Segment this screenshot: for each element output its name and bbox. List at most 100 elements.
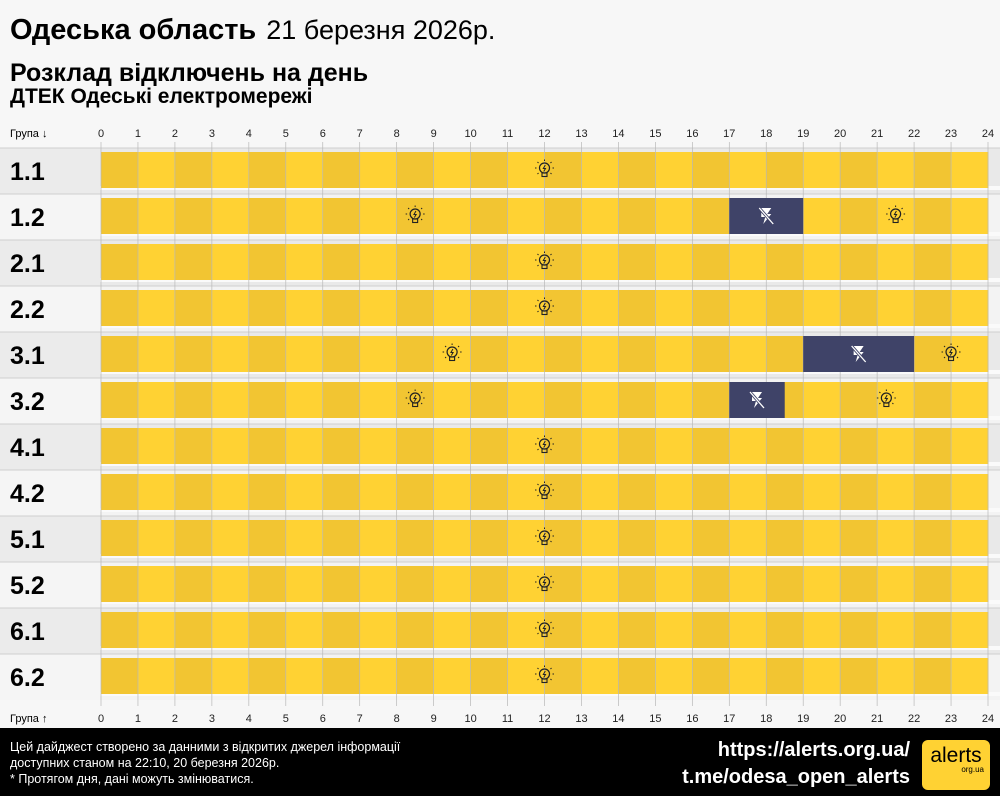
power-on-hour-cell [101, 612, 139, 648]
hour-tick-label: 8 [394, 713, 400, 725]
power-on-hour-cell [877, 566, 915, 602]
power-on-hour-cell [211, 244, 250, 280]
power-on-hour-cell [692, 566, 730, 602]
power-on-hour-cell [692, 520, 730, 556]
power-on-hour-cell [248, 428, 287, 464]
bulb-rays [535, 159, 554, 175]
hour-tick-label: 20 [834, 128, 846, 140]
power-on-hour-cell [101, 290, 139, 326]
lightbulb-icon [941, 343, 961, 362]
hour-tick-label: 22 [908, 713, 920, 725]
power-on-hour-cell [507, 244, 545, 280]
hour-tick-label: 17 [723, 713, 735, 725]
hour-tick-label: 16 [686, 713, 698, 725]
bulb-bolt [542, 440, 547, 448]
hour-tick-label: 10 [464, 713, 476, 725]
power-on-hour-cell [655, 382, 693, 418]
power-on-hour-cell [396, 152, 435, 188]
power-on-hour-cell [581, 566, 619, 602]
power-on-hour-cell [618, 244, 656, 280]
bulb-base [541, 632, 548, 638]
power-on-hour-cell [803, 152, 841, 188]
lightbulb-icon [535, 159, 554, 178]
lightbulb-icon [535, 527, 554, 546]
power-on-hour-cell [248, 198, 287, 234]
bulb-rays [405, 389, 425, 405]
power-on-hour-cell [101, 382, 139, 418]
power-on-hour-cell [692, 474, 730, 510]
power-on-hour-cell [322, 612, 361, 648]
power-on-hour-cell [877, 428, 915, 464]
power-on-hour-cell [655, 566, 693, 602]
power-on-hour-cell [803, 474, 841, 510]
group-label-cell [0, 378, 100, 424]
power-on-hour-cell [359, 428, 398, 464]
group-label-cell [0, 654, 100, 700]
group-label: 2.2 [10, 296, 45, 324]
power-on-hour-cell [544, 198, 582, 234]
telegram-link[interactable]: t.me/odesa_open_alerts [682, 766, 910, 788]
power-on-hour-cell [322, 244, 361, 280]
group-label: 6.2 [10, 664, 45, 692]
power-on-hour-cell [211, 428, 250, 464]
power-on-hour-cell [248, 566, 287, 602]
power-on-hour-cell [101, 520, 139, 556]
lightbulb-icon [886, 205, 906, 224]
hour-tick-label: 4 [246, 713, 252, 725]
power-on-hour-cell [544, 658, 582, 694]
power-on-hour-cell [914, 520, 952, 556]
group-label: 5.2 [10, 572, 45, 600]
power-on-hour-cell [359, 244, 398, 280]
power-on-hour-cell [248, 612, 287, 648]
power-on-hour-cell [581, 382, 619, 418]
power-on-hour-cell [248, 244, 287, 280]
power-on-hour-cell [248, 382, 287, 418]
hour-tick-label: 13 [575, 713, 587, 725]
logo-sub: org.ua [961, 765, 984, 774]
power-on-hour-cell [174, 198, 213, 234]
power-on-hour-cell [396, 566, 435, 602]
power-on-hour-cell [951, 612, 989, 648]
power-on-hour-cell [507, 152, 545, 188]
power-on-hour-cell [322, 198, 361, 234]
hour-tick-label: 2 [172, 713, 178, 725]
power-on-hour-cell [729, 244, 767, 280]
outage-schedule-grid: Група ↓ 0 1 2 3 4 5 6 7 8 9 10 11 12 13 14 15 16 17 18 19 20 2… [0, 128, 1000, 725]
power-on-hour-cell [581, 520, 619, 556]
lightbulb-icon [535, 251, 554, 270]
power-on-hour-cell [359, 474, 398, 510]
power-on-hour-cell [914, 428, 952, 464]
power-on-hour-cell [803, 658, 841, 694]
website-link[interactable]: https://alerts.org.ua/ [717, 739, 910, 761]
power-on-hour-cell [322, 658, 361, 694]
bulb-base [541, 494, 548, 500]
power-on-hour-cell [433, 520, 472, 556]
power-on-hour-cell [914, 336, 952, 372]
power-on-hour-cell [285, 428, 324, 464]
power-on-hour-cell [840, 198, 878, 234]
power-on-hour-cell [766, 290, 804, 326]
power-on-hour-cell [396, 520, 435, 556]
power-on-hour-cell [470, 336, 509, 372]
lightbulb-icon [535, 573, 554, 592]
group-label: 6.1 [10, 618, 45, 646]
hour-tick-label: 24 [982, 713, 994, 725]
power-on-hour-cell [396, 612, 435, 648]
power-on-hour-cell [692, 428, 730, 464]
power-on-hour-cell [618, 566, 656, 602]
power-on-hour-cell [840, 152, 878, 188]
power-on-hour-cell [137, 336, 176, 372]
power-on-hour-cell [322, 382, 361, 418]
power-on-hour-cell [211, 290, 250, 326]
hour-tick-label: 12 [538, 713, 550, 725]
axis-group-label: Група ↑ [10, 713, 47, 725]
power-on-hour-cell [951, 566, 989, 602]
power-on-hour-cell [877, 612, 915, 648]
power-on-hour-cell [433, 152, 472, 188]
region-name: Одеська область [10, 14, 257, 46]
power-on-hour-cell [840, 612, 878, 648]
bulb-bolt [542, 532, 547, 540]
power-on-hour-cell [470, 382, 509, 418]
group-label: 5.1 [10, 526, 45, 554]
power-on-hour-cell [507, 520, 545, 556]
